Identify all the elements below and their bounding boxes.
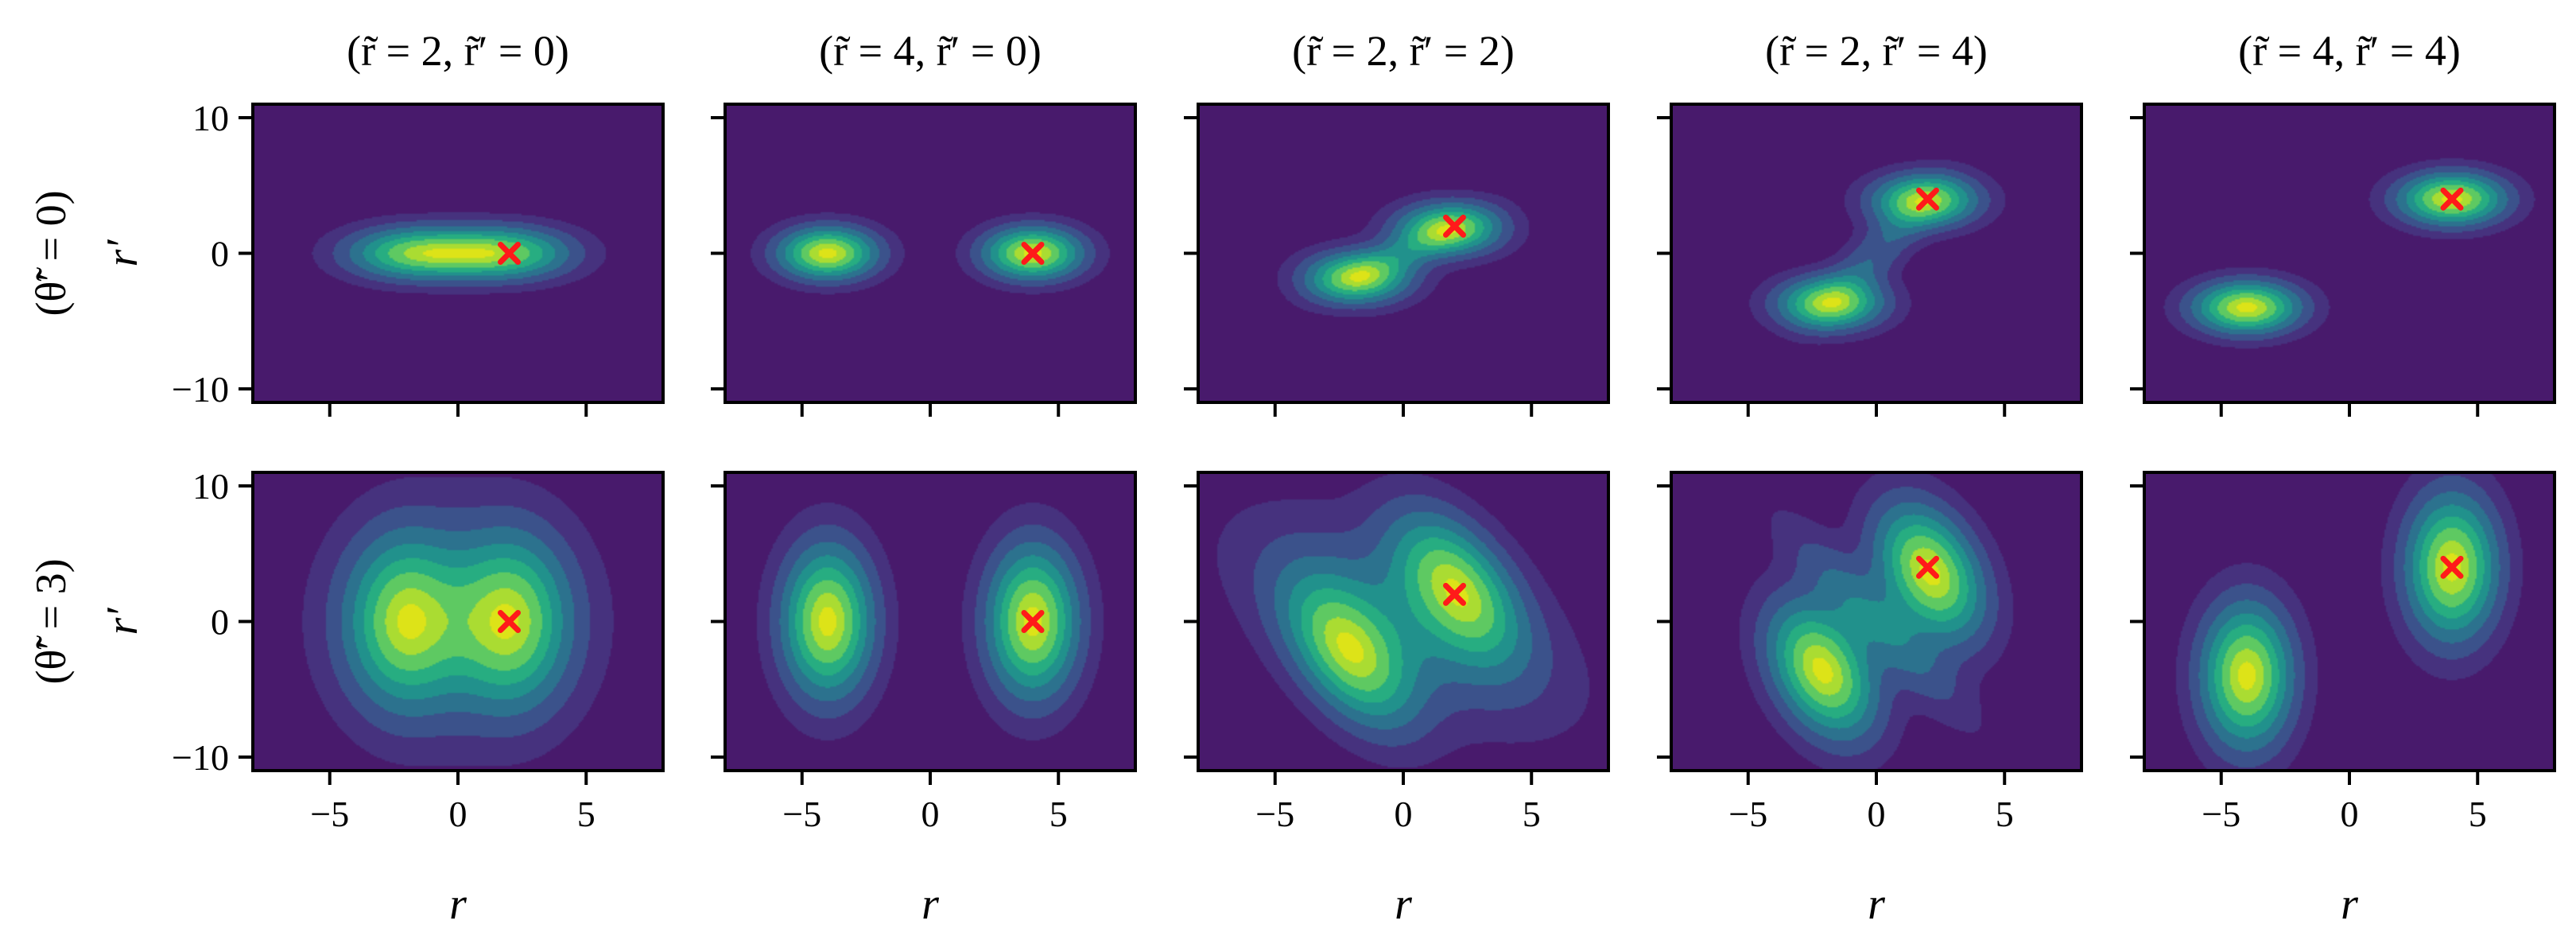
x-axis-label: r [2341,880,2358,929]
column-title: (r̃ = 2, r̃′ = 4) [1765,27,1988,75]
panel-0-4: (r̃ = 4, r̃′ = 4) [2130,27,2556,417]
marker-x [1916,555,1939,579]
contour-field [253,472,663,771]
y-tick-label: −10 [172,369,229,410]
x-tick-label: −5 [2202,794,2240,834]
marker-x [2440,555,2464,579]
panel-1-0: −5 0 5 −10 0 10 r r′ (θ̃′ = 3) [27,466,665,929]
marker-x [1443,214,1466,238]
contour-field [1198,472,1608,771]
x-tick-label: 5 [1523,794,1541,834]
x-tick-label: 0 [921,794,940,834]
y-axis-label: r′ [98,608,147,635]
contour-field [2144,472,2555,771]
contour-field [725,104,1135,402]
contour-field [253,104,663,402]
contour-field [1671,104,2081,402]
contour-field [1198,104,1608,402]
marker-x [1916,187,1939,211]
x-tick-label: 0 [2341,794,2359,834]
x-axis-label: r [1868,880,1885,929]
marker-x [1021,242,1045,265]
row-label: (θ̃′ = 3) [27,558,75,684]
contour-field [1671,472,2081,771]
panel-1-2: −5 0 5 r [1184,471,1610,929]
contour-field [725,472,1135,771]
column-title: (r̃ = 2, r̃′ = 0) [347,27,569,75]
y-tick-label: 10 [192,98,229,138]
x-axis-label: r [921,880,939,929]
column-title: (r̃ = 4, r̃′ = 4) [2238,27,2461,75]
panel-1-1: −5 0 5 r [711,471,1137,929]
x-tick-label: −5 [1728,794,1767,834]
x-axis-label: r [449,880,467,929]
x-tick-label: 5 [1996,794,2014,834]
marker-x [498,242,521,265]
row-label: (θ̃′ = 0) [27,190,75,316]
panel-0-2: (r̃ = 2, r̃′ = 2) [1184,27,1610,417]
y-tick-label: 0 [211,602,229,643]
contour-field [2144,104,2555,402]
x-tick-label: 0 [449,794,467,834]
x-tick-label: −5 [310,794,349,834]
x-tick-label: 0 [1868,794,1886,834]
y-tick-label: 0 [211,234,229,274]
marker-x [2440,187,2464,211]
x-tick-label: 5 [1049,794,1068,834]
y-tick-label: −10 [172,737,229,778]
column-title: (r̃ = 2, r̃′ = 2) [1292,27,1515,75]
panel-1-4: −5 0 5 r [2130,471,2556,929]
x-tick-label: −5 [1255,794,1294,834]
marker-x [1021,610,1045,633]
y-tick-label: 10 [192,466,229,507]
x-axis-label: r [1395,880,1412,929]
panel-0-3: (r̃ = 2, r̃′ = 4) [1657,27,2083,417]
column-title: (r̃ = 4, r̃′ = 0) [819,27,1042,75]
panel-0-0: −10 0 10 (r̃ = 2, r̃′ = 0) r′ (θ̃′ = 0) [27,27,665,417]
marker-x [498,610,521,633]
x-tick-label: 5 [577,794,596,834]
x-tick-label: 5 [2469,794,2487,834]
x-tick-label: −5 [782,794,821,834]
y-axis-label: r′ [98,239,147,267]
panel-0-1: (r̃ = 4, r̃′ = 0) [711,27,1137,417]
x-tick-label: 0 [1395,794,1413,834]
marker-x [1443,582,1466,606]
panel-1-3: −5 0 5 r [1657,471,2083,929]
